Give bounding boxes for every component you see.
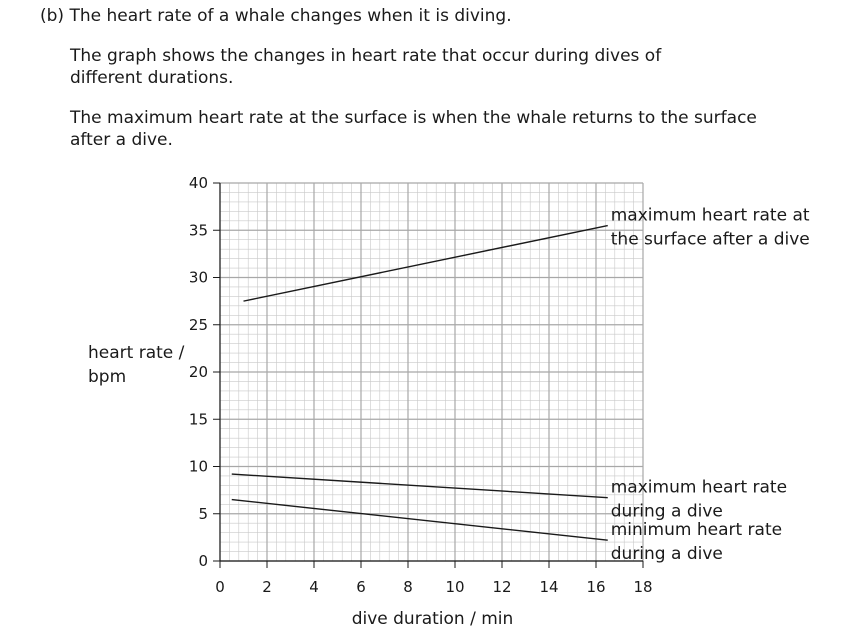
series-label: maximum heart rate during a dive bbox=[611, 478, 787, 522]
x-tick-label: 4 bbox=[309, 578, 319, 596]
x-tick-label: 16 bbox=[586, 578, 605, 596]
series-label: minimum heart rate during a dive bbox=[611, 520, 782, 564]
y-tick-label: 35 bbox=[189, 221, 208, 239]
y-tick-label: 40 bbox=[189, 174, 208, 192]
series-line bbox=[243, 224, 608, 302]
y-tick-label: 25 bbox=[189, 316, 208, 334]
series-label-line: during a dive bbox=[611, 544, 723, 564]
ticks: 0 5 10 15 20 25 30 35 40 0 2 4 6 8 10 12 14 16 18 bbox=[189, 174, 653, 596]
series-label-line: the surface after a dive bbox=[611, 230, 810, 250]
series-labels: maximum heart rate at the surface after a… bbox=[611, 206, 810, 565]
y-tick-label: 20 bbox=[189, 363, 208, 381]
x-tick-label: 0 bbox=[215, 578, 225, 596]
x-tick-label: 14 bbox=[539, 578, 558, 596]
y-tick-label: 5 bbox=[198, 505, 208, 523]
x-axis-title: dive duration / min bbox=[352, 609, 514, 629]
x-tick-label: 8 bbox=[403, 578, 413, 596]
x-tick-label: 12 bbox=[492, 578, 511, 596]
series-label-line: during a dive bbox=[611, 502, 723, 522]
question-label: (b) The heart rate of a whale changes wh… bbox=[40, 6, 512, 26]
series-line bbox=[231, 473, 608, 499]
x-tick-label: 6 bbox=[356, 578, 366, 596]
y-tick-label: 15 bbox=[189, 410, 208, 428]
series-lines bbox=[231, 224, 608, 541]
series-label-line: maximum heart rate at bbox=[611, 206, 810, 226]
x-tick-label: 10 bbox=[445, 578, 464, 596]
y-axis-title: heart rate / bpm bbox=[88, 343, 185, 387]
series-line bbox=[231, 498, 608, 541]
series-label-line: minimum heart rate bbox=[611, 520, 782, 540]
series-label-line: maximum heart rate bbox=[611, 478, 787, 498]
x-tick-label: 2 bbox=[262, 578, 272, 596]
question-paragraph-graph: The graph shows the changes in heart rat… bbox=[70, 46, 662, 88]
y-tick-label: 30 bbox=[189, 269, 208, 287]
question-paragraph-surface: The maximum heart rate at the surface is… bbox=[70, 108, 757, 150]
y-tick-label: 10 bbox=[189, 458, 208, 476]
y-tick-label: 0 bbox=[198, 552, 208, 570]
series-label: maximum heart rate at the surface after a… bbox=[611, 206, 810, 250]
x-tick-label: 18 bbox=[633, 578, 652, 596]
